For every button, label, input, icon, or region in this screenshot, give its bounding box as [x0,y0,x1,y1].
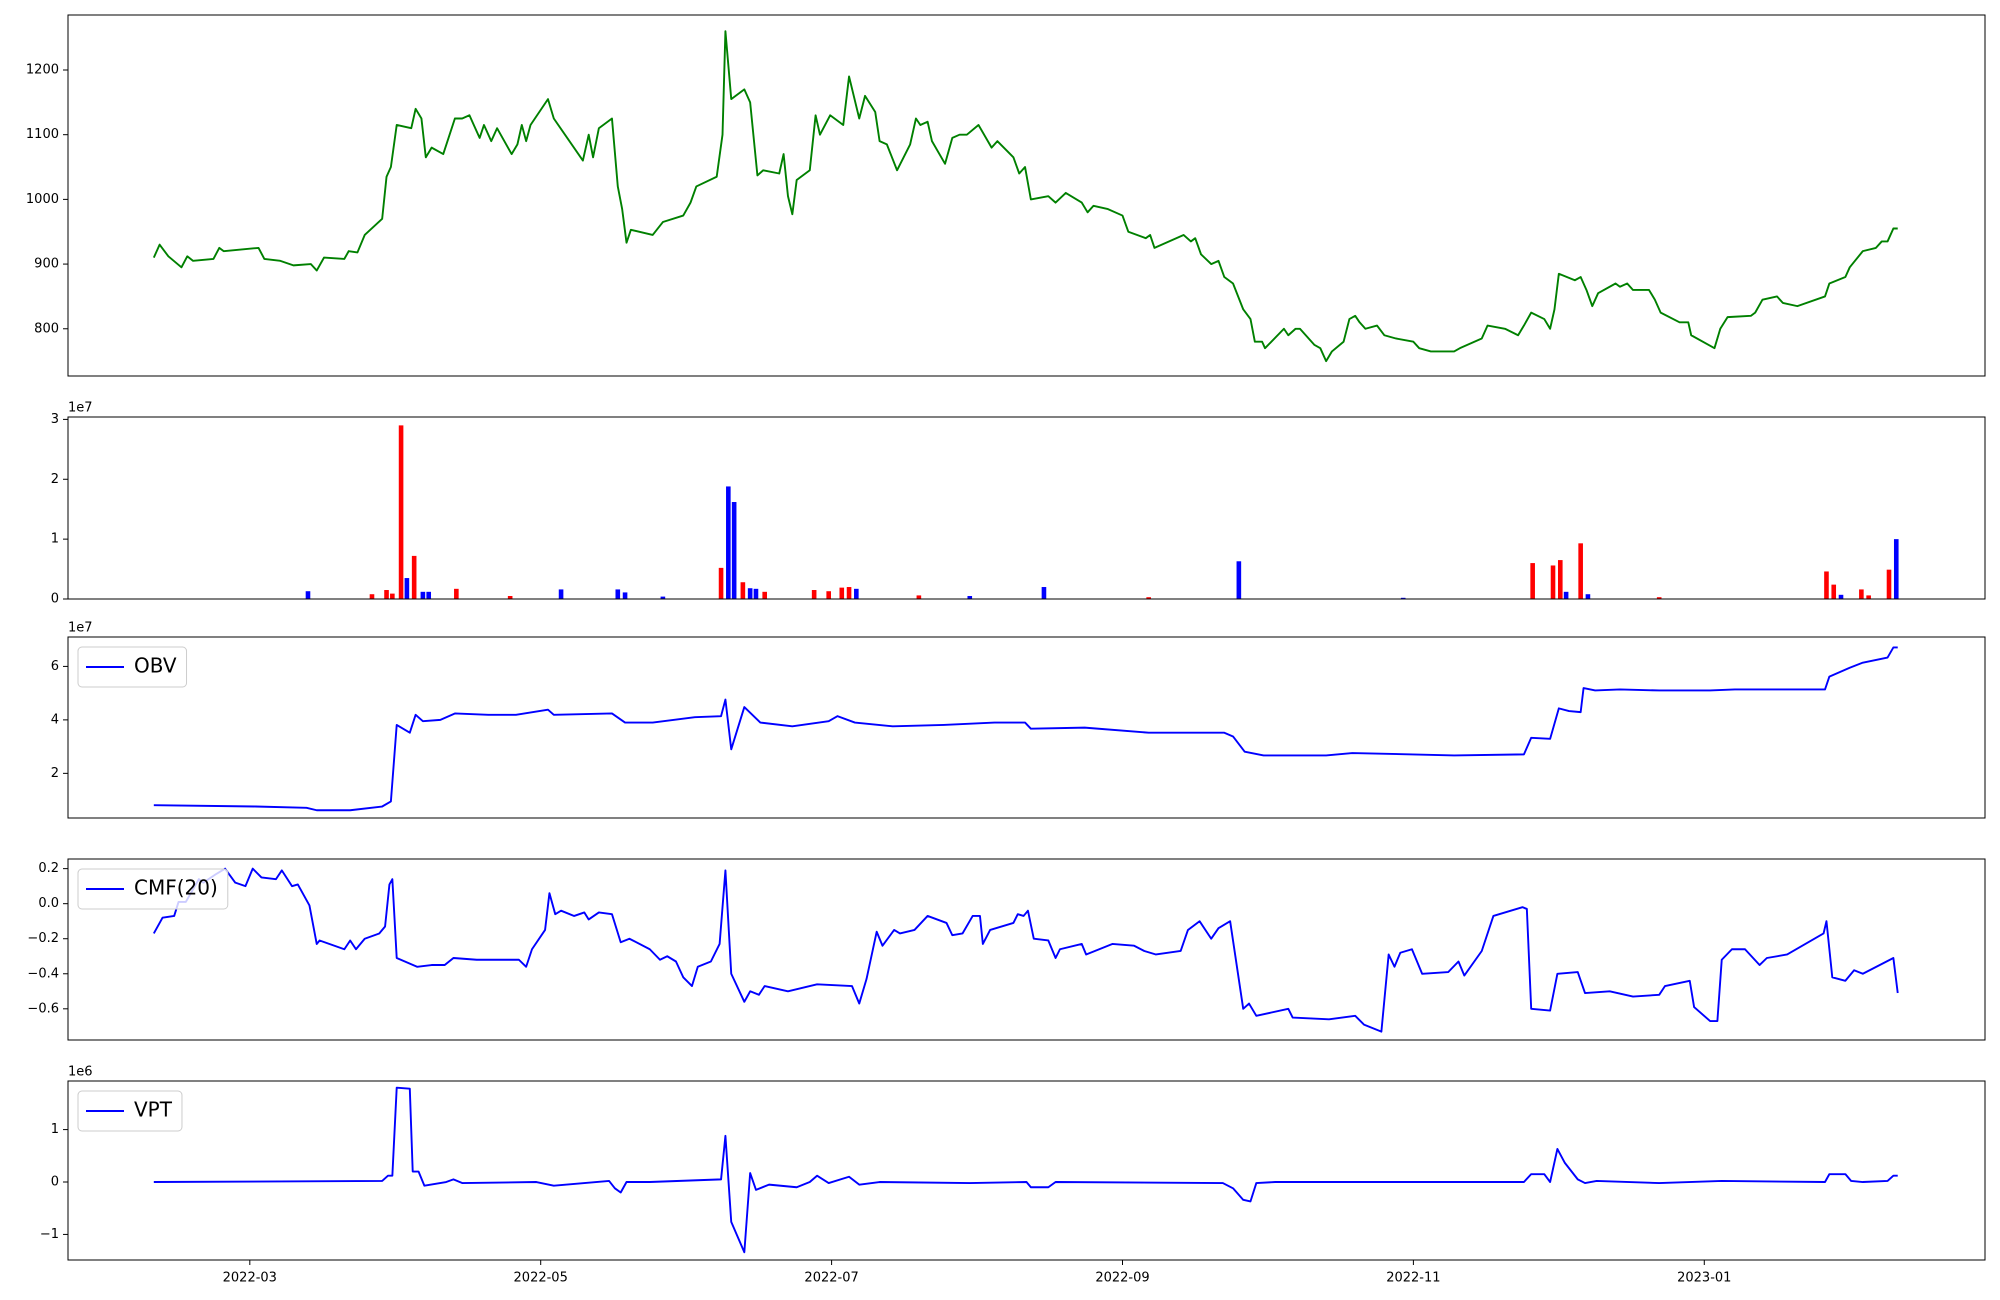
legend-box [77,1090,183,1132]
bar [762,591,767,599]
bar [1530,563,1535,599]
x-tick-label: 2023-01 [1677,1271,1731,1286]
y-tick-label: 1200 [26,62,59,77]
bar [1859,589,1864,599]
legend-box [77,868,229,910]
x-tick-label: 2022-09 [1095,1271,1149,1286]
y-tick-label: 0 [51,592,59,607]
axes-frame [67,636,1986,819]
bar [1146,597,1151,599]
y-offset-label: 1e6 [68,1065,93,1080]
bar [718,567,724,599]
bar [726,486,731,599]
bar [1236,561,1242,599]
bar [384,590,389,599]
y-tick-label: 900 [34,257,59,272]
x-tick-label: 2022-07 [804,1271,858,1286]
y-tick-label: 4 [51,712,59,727]
bar [454,588,459,599]
line [152,30,1898,363]
bar [854,588,859,599]
axes-frame [67,416,1986,600]
legend-label: CMF(20) [134,876,218,900]
y-tick-label: 6 [51,659,59,674]
bar [846,587,852,599]
y-offset-label: 1e7 [68,621,93,636]
bar [1656,597,1662,599]
bar [1563,591,1569,599]
axes-frame [67,858,1986,1041]
bar [1838,594,1844,599]
y-tick-label: 1100 [26,127,59,142]
bar [731,502,737,599]
bar [1585,594,1591,599]
x-tick-label: 2022-05 [514,1271,568,1286]
y-tick-label: 0.0 [38,896,59,911]
x-tick-label: 2022-11 [1386,1271,1440,1286]
bar [1866,595,1871,599]
y-tick-label: −0.2 [27,931,59,946]
bar [1886,569,1892,599]
y-tick-label: 0.2 [38,861,59,876]
y-tick-label: 1 [51,1122,59,1137]
bar [967,596,973,599]
bar [305,591,311,599]
x-tick-label: 2022-03 [223,1271,277,1286]
bar [1400,597,1406,599]
line [153,646,1898,812]
y-tick-label: −1 [40,1227,59,1242]
bar [753,588,759,599]
y-tick-label: 3 [51,412,59,427]
bar [1557,560,1563,599]
line [153,1086,1898,1254]
y-tick-label: −0.6 [27,1001,59,1016]
y-tick-label: 2 [51,766,59,781]
bar [916,595,922,599]
axes-frame [67,1080,1986,1261]
legend-label: OBV [134,654,177,678]
bar [839,587,845,599]
bar [1831,584,1837,599]
bar [420,591,426,599]
legend-label: VPT [134,1098,173,1122]
bar [1041,587,1047,599]
axes-frame [67,14,1986,377]
bar [390,593,395,599]
bar [1824,571,1829,599]
y-tick-label: 0 [51,1175,59,1190]
y-tick-label: 1 [51,532,59,547]
bar [622,592,628,599]
bar [826,591,831,599]
bar [507,596,513,599]
bar [660,596,666,599]
bar [1550,565,1556,599]
bar [558,589,564,599]
y-tick-label: 2 [51,472,59,487]
bar [615,589,621,599]
bar [369,594,375,599]
bar [426,591,432,599]
bar [811,590,817,599]
y-tick-label: 1000 [26,192,59,207]
bar [1893,539,1899,599]
bar [404,578,410,599]
bar [398,425,404,599]
bar [1578,543,1583,599]
y-offset-label: 1e7 [68,401,93,416]
y-tick-label: −0.4 [27,966,59,981]
bar [747,588,753,599]
legend-box [77,646,188,688]
y-tick-label: 800 [34,321,59,336]
bar [411,555,417,599]
line [152,867,1899,1033]
bar [740,582,746,599]
